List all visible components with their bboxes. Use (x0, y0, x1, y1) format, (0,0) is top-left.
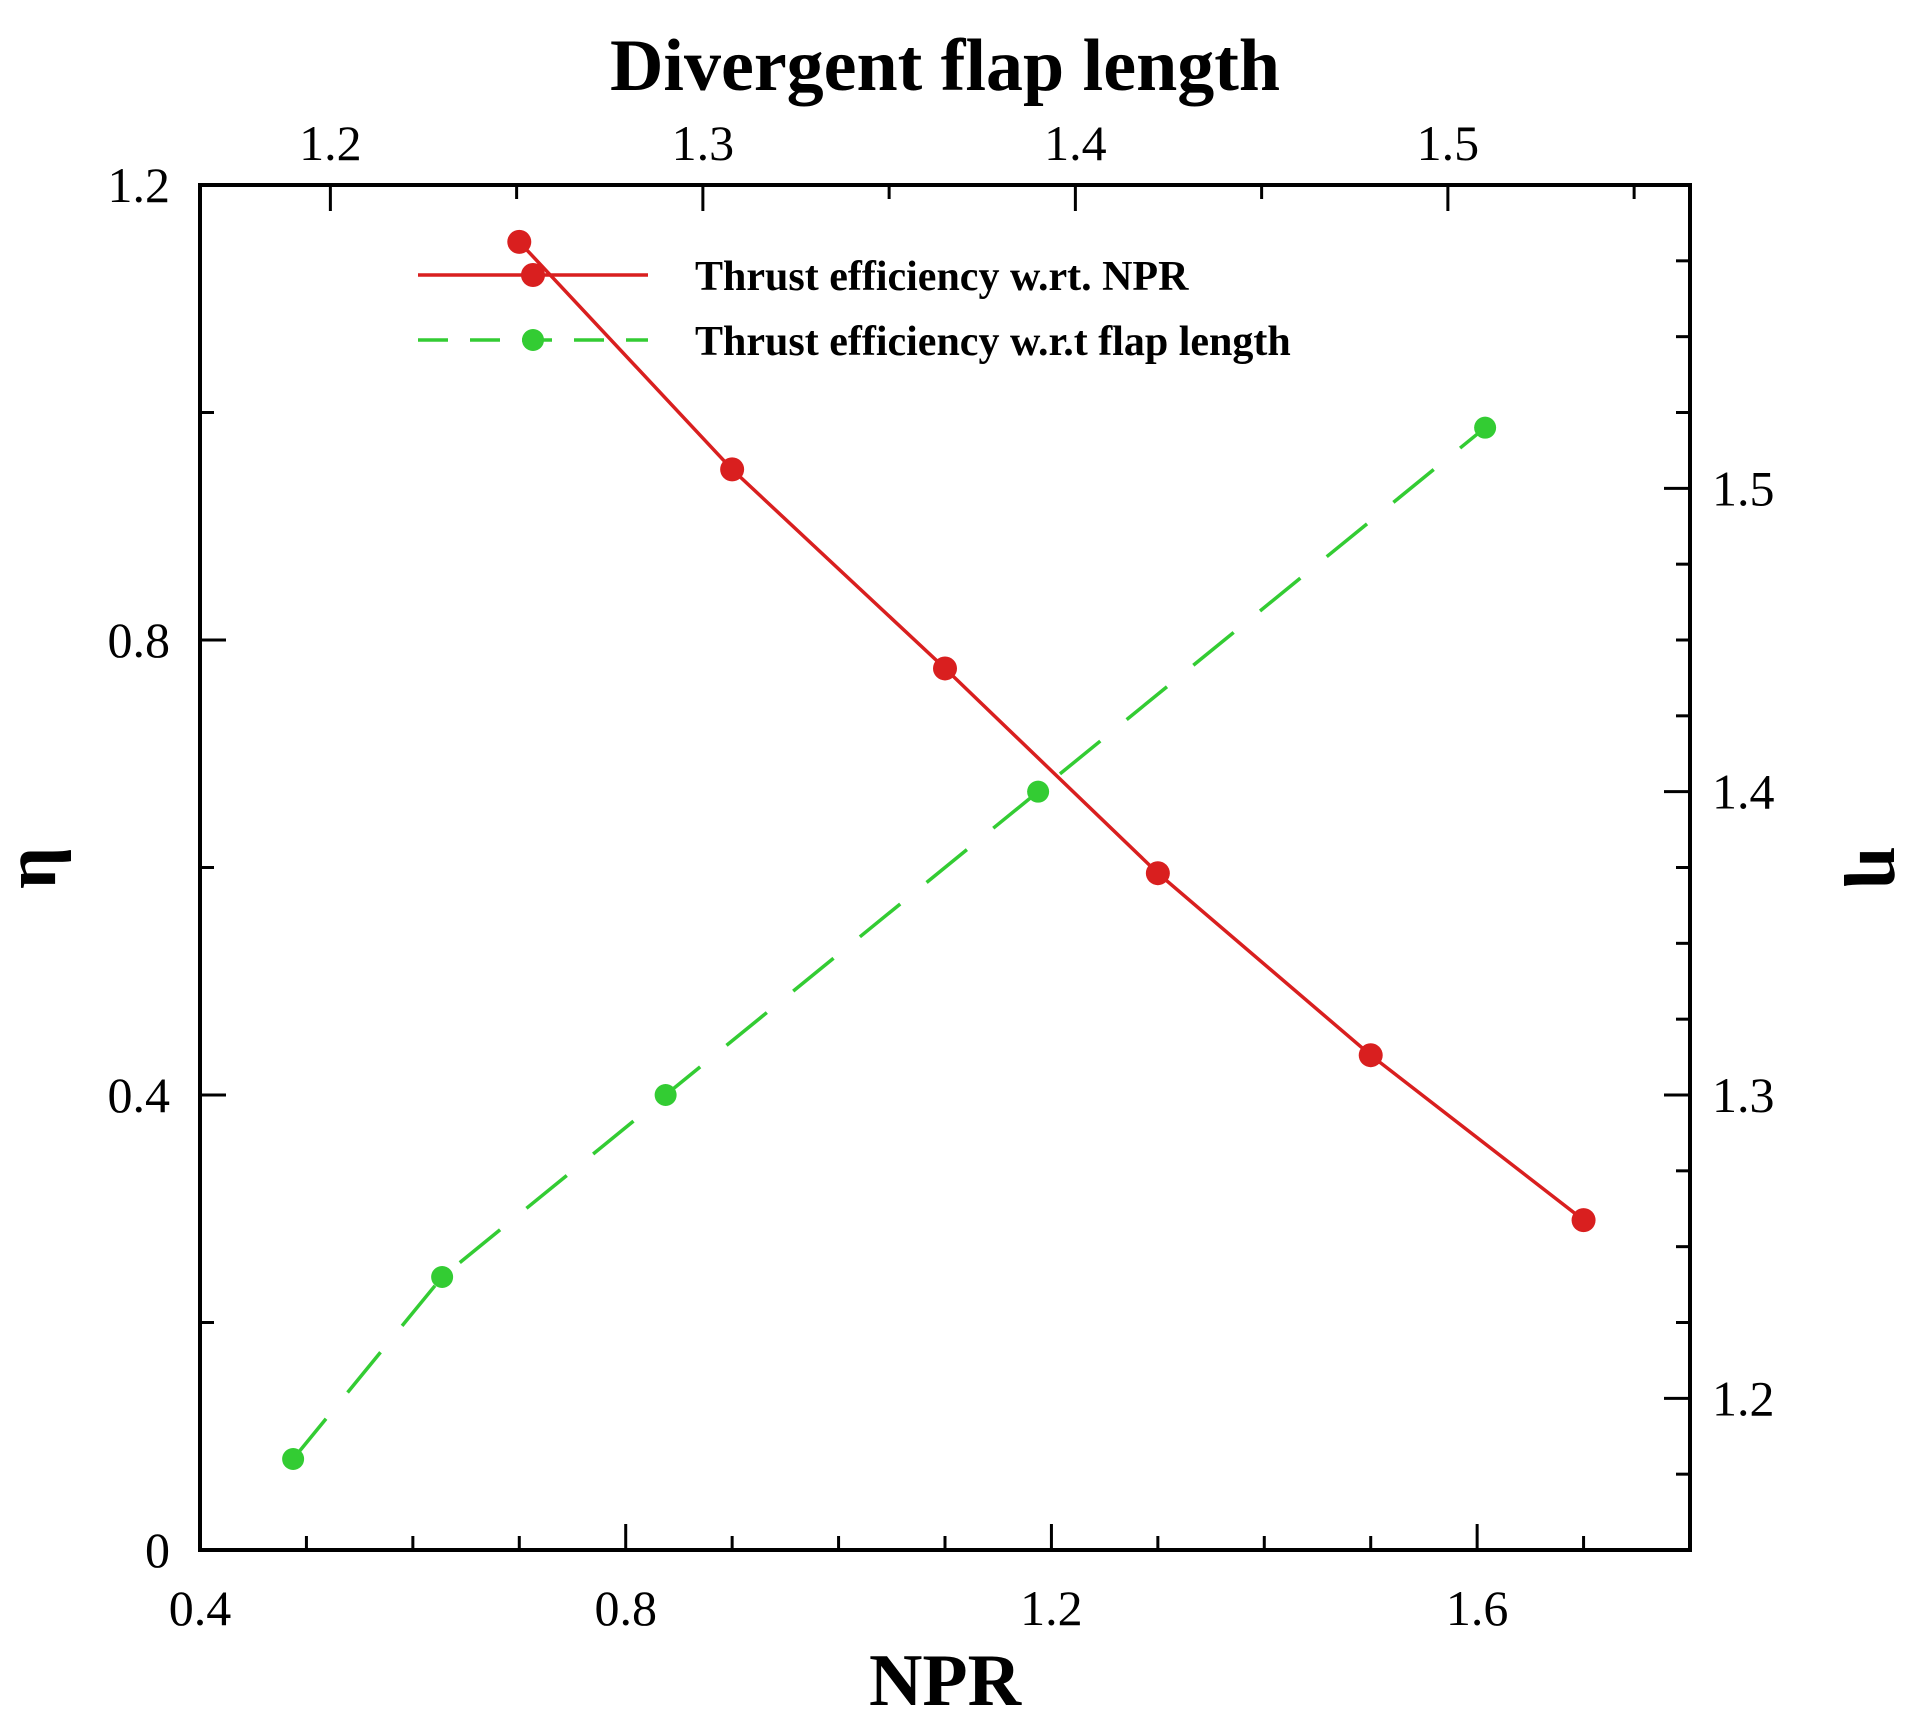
x-top-tick-label: 1.4 (1044, 115, 1107, 171)
y-left-tick-label: 0 (145, 1522, 170, 1578)
y-axis-right-label: η (1843, 847, 1909, 889)
legend-marker-flap-length (522, 329, 544, 351)
series-1-point (282, 1448, 305, 1470)
series-0-point (933, 656, 957, 681)
y-right-tick-label: 1.4 (1712, 764, 1775, 820)
series-1-point (431, 1266, 454, 1288)
series-1-point (1027, 780, 1050, 803)
series-line-1 (291, 426, 1487, 1461)
y-left-tick-label: 0.8 (108, 612, 171, 668)
plot-frame (198, 183, 1692, 1552)
legend-marker-npr (521, 263, 545, 287)
x-bottom-tick-label: 1.6 (1446, 1580, 1509, 1636)
series-0-point (1145, 861, 1170, 886)
minor-ticks (200, 183, 1692, 1552)
series-0-point (507, 229, 532, 254)
x-bottom-tick-label: 0.8 (594, 1580, 657, 1636)
y-left-tick-label: 1.2 (108, 157, 171, 213)
tick-labels: 0.4 0.8 1.2 1.600.40.81.21.2 1.3 1.4 1.51.21.3… (108, 115, 1775, 1636)
y-left-tick-label: 0.4 (108, 1067, 171, 1123)
legend-label-flap-length: Thrust efficiency w.r.t flap length (695, 319, 1291, 365)
series-0-point (1358, 1043, 1383, 1068)
chart-title: Divergent flap length (610, 25, 1280, 107)
x-bottom-tick-label: 1.2 (1020, 1580, 1083, 1636)
series-0-point (720, 457, 745, 482)
y-right-tick-label: 1.5 (1712, 460, 1775, 516)
legend-label-npr: Thrust efficiency w.rt. NPR (695, 254, 1189, 300)
y-right-tick-label: 1.3 (1712, 1067, 1775, 1123)
x-axis-label: NPR (869, 1640, 1023, 1722)
x-top-tick-label: 1.2 (299, 115, 362, 171)
series-1-point (1474, 416, 1497, 439)
y-right-tick-label: 1.2 (1712, 1370, 1775, 1426)
x-top-tick-label: 1.3 (672, 115, 735, 171)
x-top-tick-label: 1.5 (1417, 115, 1480, 171)
series-1-point (654, 1084, 677, 1106)
series-line-0 (518, 240, 1585, 1222)
legend: Thrust efficiency w.rt. NPR Thrust effic… (418, 254, 1291, 365)
series-0-point (1571, 1208, 1596, 1233)
x-bottom-tick-label: 0.4 (169, 1580, 232, 1636)
series-layer (282, 229, 1596, 1470)
y-axis-left-label: η (0, 847, 72, 889)
